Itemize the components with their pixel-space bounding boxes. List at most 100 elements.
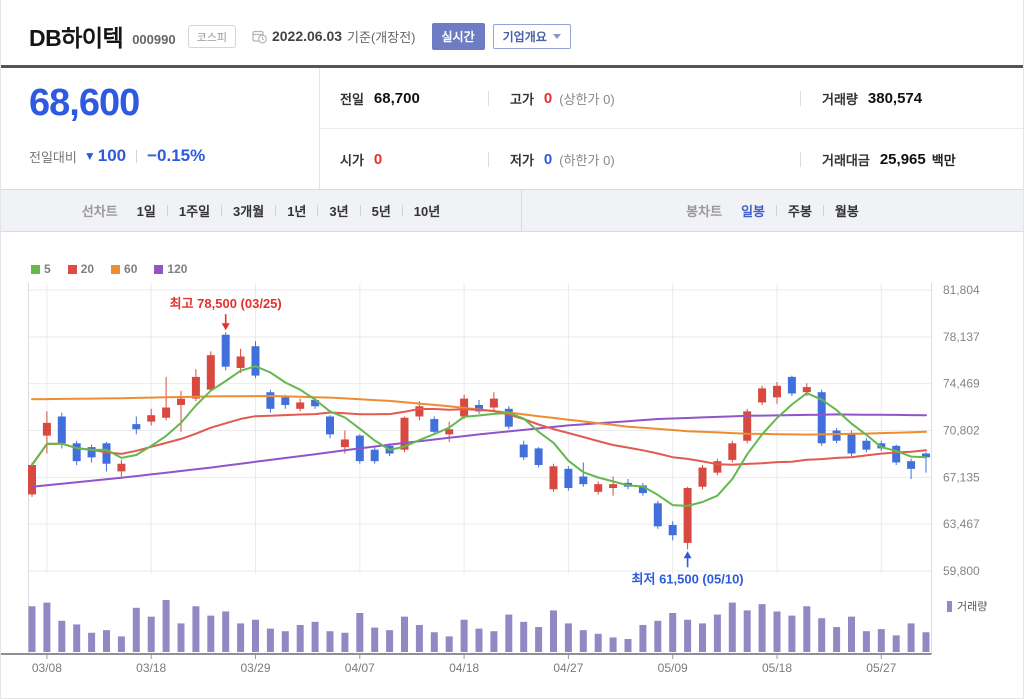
lower-limit-note: (하한가 0) [559, 153, 615, 168]
candle-body [683, 487, 692, 543]
candle-chart-tab-group: 봉차트 일봉 주봉 월봉 [521, 190, 1023, 231]
divider [317, 205, 319, 216]
candle-body [743, 411, 752, 441]
candle-body [400, 417, 409, 450]
volume-bar [237, 623, 245, 652]
realtime-button[interactable]: 실시간 [431, 22, 485, 50]
tab-1일[interactable]: 1일 [136, 204, 156, 219]
ma-color-swatch [67, 264, 77, 274]
candle-body [28, 465, 36, 495]
volume-legend-label: 거래량 [957, 601, 988, 613]
tab-candle-chart[interactable]: 봉차트 [686, 204, 723, 219]
change-label: 전일대비 [29, 149, 77, 165]
volume-bar [505, 614, 513, 652]
upper-limit-note: (상한가 0) [559, 91, 615, 107]
candle-body [594, 484, 603, 492]
candle-body [922, 453, 930, 458]
volume-bar [88, 632, 96, 652]
candle-body [445, 429, 454, 435]
tab-line-chart[interactable]: 선차트 [81, 204, 118, 219]
candle-body [847, 433, 856, 454]
tab-1주일[interactable]: 1주일 [178, 204, 211, 219]
candle-body [653, 503, 662, 527]
tab-주봉[interactable]: 주봉 [787, 204, 812, 219]
tab-5년[interactable]: 5년 [371, 204, 391, 219]
x-axis-label: 05/09 [658, 661, 688, 675]
x-axis-label: 03/18 [136, 661, 166, 675]
candle-body [519, 444, 528, 458]
volume-bar [252, 619, 259, 652]
tab-월봉[interactable]: 월봉 [834, 204, 859, 219]
company-overview-label: 기업개요 [502, 29, 547, 44]
x-axis-label: 04/07 [345, 661, 375, 675]
y-axis-label: 70,802 [943, 424, 980, 438]
candlestick-chart[interactable]: 81,804 78,137 74,469 70,802 67,135 63,467 59,8… [1, 238, 1024, 696]
divider [359, 205, 361, 216]
candle-body [326, 416, 334, 435]
company-overview-button[interactable]: 기업개요 [492, 23, 571, 49]
trade-amount-value: 25,965 [879, 151, 926, 168]
day-open-cell: 시가 0 [340, 129, 382, 190]
candle-body [609, 484, 618, 488]
ma-legend-item-20: 20 [67, 262, 94, 276]
quote-detail-table: 전일 68,700 고가 0 (상한가 0) 거래량 380,574 시가 0 [319, 68, 1023, 190]
volume-bar-icon [947, 600, 952, 612]
volume-bar [117, 636, 125, 652]
volume-bar [386, 630, 394, 652]
candle-body [415, 406, 424, 417]
y-axis-label: 59,800 [943, 564, 980, 578]
candle-body [832, 430, 841, 441]
header-divider [1, 65, 1023, 68]
volume-bar [296, 624, 304, 652]
candle-body [57, 416, 66, 444]
volume-bar [922, 632, 930, 652]
x-axis-label: 05/27 [866, 661, 896, 675]
candle-body [206, 355, 215, 390]
candle-body [162, 407, 171, 418]
ma-color-swatch [154, 264, 164, 274]
candle-body [117, 463, 126, 472]
ma-legend-item-60: 60 [111, 262, 137, 276]
volume-bar [624, 639, 632, 652]
candle-body [72, 443, 81, 462]
volume-bar [684, 619, 692, 652]
volume-bar [132, 607, 140, 652]
volume-bar [222, 611, 230, 652]
volume-bar [609, 637, 617, 652]
candle-body [221, 334, 230, 367]
volume-bar [73, 624, 81, 652]
volume-bar [326, 631, 334, 652]
tab-10년[interactable]: 10년 [413, 204, 441, 219]
candle-body [191, 376, 200, 399]
candle-body [132, 424, 141, 430]
tab-일봉[interactable]: 일봉 [741, 204, 765, 219]
ma-color-swatch [111, 264, 121, 274]
volume-bar [550, 610, 557, 652]
volume-bar [862, 631, 870, 652]
quote-date-suffix: 기준(개장전) [347, 29, 416, 45]
volume-bar [356, 613, 364, 652]
candle-body [758, 388, 767, 403]
day-low-label: 저가 [510, 153, 534, 168]
candle-body [802, 387, 811, 393]
volume-bar [639, 624, 647, 652]
tab-1년[interactable]: 1년 [287, 204, 307, 219]
volume-bar [490, 631, 498, 652]
tab-3개월[interactable]: 3개월 [233, 204, 265, 219]
candle-body [266, 392, 275, 409]
y-axis-label: 67,135 [943, 470, 980, 484]
day-high-label: 고가 [510, 91, 534, 107]
divider [775, 205, 777, 216]
candle-body [311, 399, 320, 407]
page-header: DB하이텍 000990 코스피 2022.06.03 기준(개장전) 실시간 … [29, 18, 571, 54]
candle-body [728, 443, 737, 460]
tab-3년[interactable]: 3년 [329, 204, 349, 219]
low-annotation: 최저 61,500 (05/10) [632, 571, 744, 586]
ma5-line [31, 365, 927, 507]
volume-bar [207, 615, 215, 652]
volume-bar [833, 627, 841, 652]
divider [822, 205, 824, 216]
annotation-arrow-head [683, 551, 692, 559]
volume-bar [669, 613, 677, 652]
